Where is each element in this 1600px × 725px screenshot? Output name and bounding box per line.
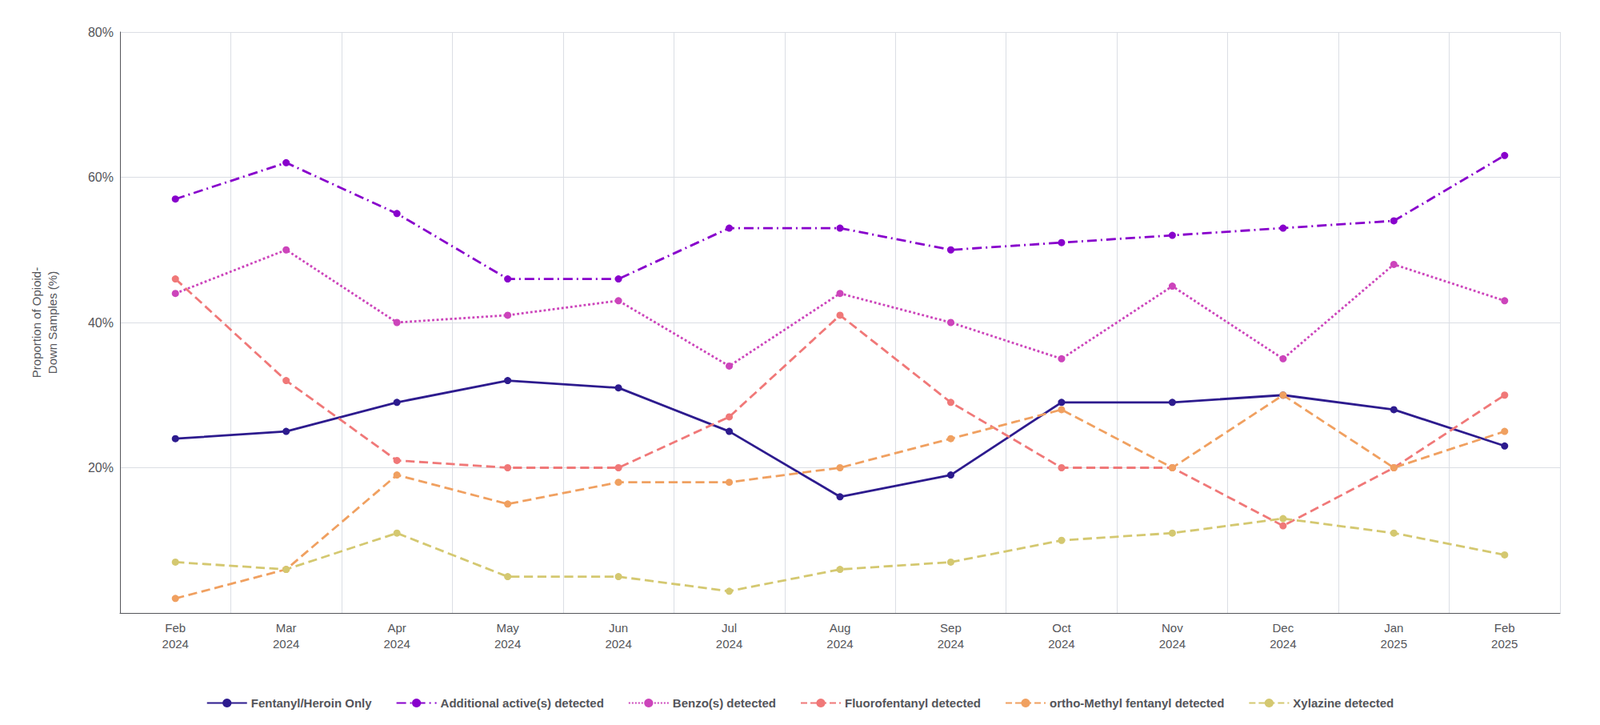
svg-text:Mar: Mar (276, 620, 297, 635)
svg-text:Fluorofentanyl detected: Fluorofentanyl detected (844, 696, 981, 710)
svg-text:2024: 2024 (494, 636, 521, 651)
svg-text:Apr: Apr (387, 620, 406, 635)
svg-text:80%: 80% (88, 25, 114, 40)
svg-text:2024: 2024 (1159, 636, 1186, 651)
svg-text:Jul: Jul (721, 620, 737, 635)
svg-text:2025: 2025 (1380, 636, 1408, 651)
svg-text:Down Samples (%): Down Samples (%) (45, 271, 60, 374)
svg-text:Feb: Feb (1494, 620, 1516, 635)
svg-text:Jun: Jun (608, 620, 628, 635)
svg-text:Dec: Dec (1272, 620, 1295, 635)
svg-text:ortho-Methyl fentanyl detected: ortho-Methyl fentanyl detected (1049, 696, 1224, 710)
svg-text:2024: 2024 (272, 636, 300, 651)
svg-text:Additional active(s) detected: Additional active(s) detected (440, 696, 604, 710)
svg-text:2024: 2024 (937, 636, 964, 651)
svg-text:Feb: Feb (164, 620, 186, 635)
svg-text:20%: 20% (88, 460, 114, 475)
svg-text:Jan: Jan (1384, 620, 1404, 635)
svg-text:Aug: Aug (829, 620, 852, 635)
svg-text:Sep: Sep (940, 620, 962, 635)
svg-text:2024: 2024 (604, 636, 632, 651)
svg-text:40%: 40% (88, 316, 114, 330)
svg-text:May: May (496, 620, 520, 635)
svg-text:2024: 2024 (1269, 636, 1296, 651)
svg-text:60%: 60% (88, 170, 114, 184)
svg-text:2024: 2024 (162, 636, 189, 651)
svg-text:Proportion of Opioid-: Proportion of Opioid- (29, 267, 44, 378)
svg-text:2025: 2025 (1491, 636, 1518, 651)
svg-text:2024: 2024 (383, 636, 410, 651)
svg-text:2024: 2024 (716, 636, 743, 651)
svg-text:Oct: Oct (1052, 620, 1072, 635)
svg-text:Nov: Nov (1161, 620, 1184, 635)
svg-text:Fentanyl/Heroin Only: Fentanyl/Heroin Only (251, 696, 373, 710)
svg-text:2024: 2024 (826, 636, 853, 651)
svg-text:2024: 2024 (1048, 636, 1075, 651)
svg-text:Benzo(s) detected: Benzo(s) detected (672, 696, 776, 710)
svg-text:Xylazine detected: Xylazine detected (1292, 696, 1394, 710)
